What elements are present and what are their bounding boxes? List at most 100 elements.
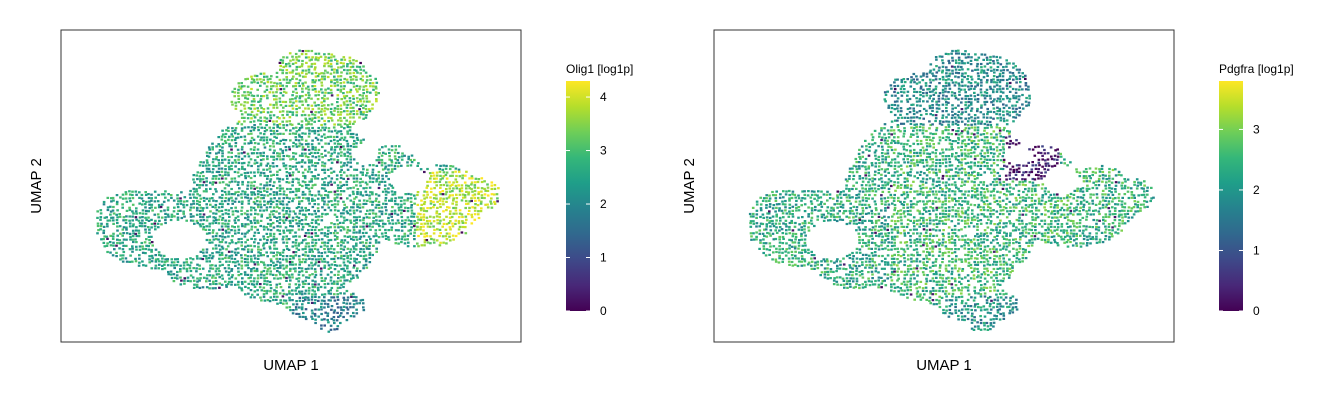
cell-point [180,283,183,285]
cell-point [958,57,961,59]
cell-point [321,108,324,110]
cell-point [167,271,170,273]
cell-point [442,165,445,167]
cell-point [147,217,150,219]
cell-point [317,287,320,289]
cell-point [221,252,224,254]
cell-point [989,59,992,61]
cell-point [147,193,150,195]
cell-point [301,242,304,244]
cell-point [321,165,324,167]
cell-point [890,133,893,135]
cell-point [289,225,292,227]
cell-point [337,226,340,228]
cell-point [339,287,342,289]
cell-point [439,244,442,246]
cell-point [881,158,884,160]
cell-point [263,264,266,266]
cell-point [349,69,352,71]
cell-point [253,146,256,148]
cell-point [878,133,881,135]
cell-point [1025,165,1028,167]
cell-point [1038,159,1041,161]
cell-point [323,133,326,135]
cell-point [1002,111,1005,113]
cell-point [221,264,224,266]
cell-point [227,274,230,276]
cell-point [371,226,374,228]
cell-point [314,178,317,180]
cell-point [313,290,316,292]
cell-point [368,108,371,110]
cell-point [970,104,973,106]
cell-point [945,72,948,74]
cell-point [918,81,921,83]
cell-point [256,281,259,283]
cell-point [881,146,884,148]
cell-point [244,155,247,157]
cell-point [304,280,307,282]
cell-point [458,222,461,224]
cell-point [276,152,279,154]
cell-point [145,201,148,203]
cell-point [910,155,913,157]
cell-point [314,213,317,215]
cell-point [445,191,448,193]
cell-point [285,245,288,247]
cell-point [967,162,970,164]
cell-point [349,76,352,78]
cell-point [282,303,285,305]
cell-point [269,267,272,269]
cell-point [375,216,378,218]
cell-point [874,142,877,144]
cell-point [311,72,314,74]
cell-point [925,92,928,94]
cell-point [957,124,960,126]
cell-point [272,142,275,144]
cell-point [343,117,346,119]
cell-point [887,146,890,148]
cell-point [362,226,365,228]
cell-point [225,286,228,288]
cell-point [362,107,365,109]
cell-point [151,260,154,262]
cell-point [215,145,218,147]
cell-point [312,184,315,186]
cell-point [896,79,899,81]
cell-point [442,198,445,200]
cell-point [328,251,331,253]
cell-point [875,162,878,164]
cell-point [355,270,358,272]
cell-point [302,254,305,256]
cell-point [461,184,464,186]
cell-point [250,81,253,83]
cell-point [253,188,256,190]
cell-point [919,155,922,157]
cell-point [334,206,337,208]
cell-point [311,273,314,275]
cell-point [907,91,910,93]
cell-point [266,273,269,275]
cell-point [392,187,395,189]
cell-point [308,264,311,266]
cell-point [471,177,474,179]
cell-point [273,197,276,199]
cell-point [301,91,304,93]
cell-point [286,114,289,116]
cell-point [302,209,305,211]
cell-point [381,146,384,148]
cell-point [986,149,989,151]
cell-point [230,156,233,158]
cell-point [291,293,294,295]
cell-point [995,56,998,58]
cell-point [275,137,278,139]
cell-point [238,121,241,123]
cell-point [270,229,273,231]
cell-point [340,255,343,257]
cell-point [915,123,918,125]
cell-point [442,210,445,212]
cell-point [272,165,275,167]
cell-point [317,139,320,141]
cell-point [321,255,324,257]
cell-point [951,117,954,119]
